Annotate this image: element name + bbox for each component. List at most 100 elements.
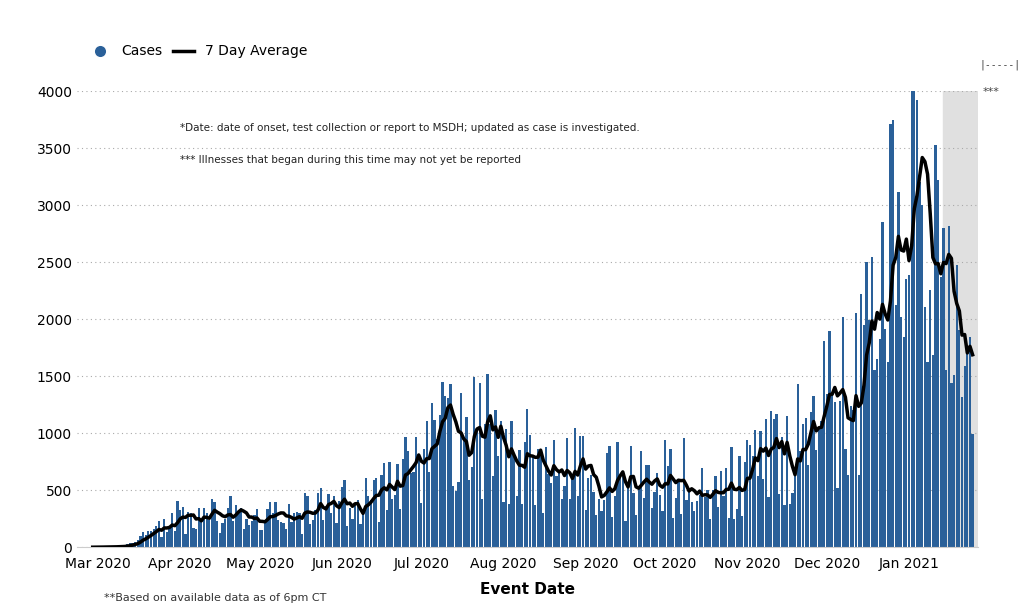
Bar — [788, 504, 791, 547]
Bar — [521, 504, 523, 547]
Bar — [476, 430, 478, 547]
Bar — [492, 475, 494, 547]
Bar — [595, 515, 597, 547]
Bar — [961, 397, 964, 547]
Bar — [852, 410, 854, 547]
Bar — [256, 509, 258, 547]
Bar — [219, 533, 221, 547]
Bar — [651, 508, 653, 547]
Bar — [895, 305, 897, 547]
Bar — [757, 476, 759, 547]
Bar — [243, 529, 245, 547]
Bar — [720, 471, 722, 547]
Bar — [431, 402, 433, 547]
Bar — [500, 421, 502, 547]
Bar — [139, 536, 141, 547]
Bar — [566, 438, 568, 547]
Bar — [945, 370, 947, 547]
Bar — [184, 534, 186, 547]
Bar — [283, 523, 285, 547]
Bar — [958, 330, 961, 547]
Bar — [728, 518, 730, 547]
Bar — [468, 480, 470, 547]
Bar — [383, 463, 385, 547]
Bar — [932, 355, 934, 547]
Bar — [478, 383, 481, 547]
Text: *Date: date of onset, test collection or report to MSDH; updated as case is inve: *Date: date of onset, test collection or… — [180, 123, 640, 133]
Bar — [181, 506, 184, 547]
Bar — [622, 472, 624, 547]
Bar — [701, 468, 703, 547]
Bar — [778, 494, 780, 547]
Bar — [947, 226, 950, 547]
Bar — [927, 362, 929, 547]
Bar — [725, 468, 727, 547]
Bar — [441, 382, 443, 547]
Bar — [648, 465, 650, 547]
Bar — [415, 437, 417, 547]
Bar — [815, 449, 817, 547]
Bar — [535, 505, 537, 547]
Bar — [246, 519, 248, 547]
Bar — [156, 527, 158, 547]
Bar — [166, 531, 168, 547]
Bar — [436, 439, 438, 547]
Bar — [365, 478, 367, 547]
Bar — [882, 223, 884, 547]
Bar — [964, 367, 966, 547]
Bar — [423, 449, 425, 547]
Bar — [142, 532, 144, 547]
Bar — [812, 396, 815, 547]
Bar — [489, 424, 492, 547]
Bar — [640, 451, 642, 547]
Bar — [675, 498, 677, 547]
Bar — [452, 486, 455, 547]
Bar — [208, 520, 211, 547]
Bar — [211, 499, 213, 547]
Legend: Cases, 7 Day Average: Cases, 7 Day Average — [84, 39, 313, 64]
Bar — [309, 524, 311, 547]
Bar — [865, 262, 867, 547]
Bar — [955, 265, 957, 547]
Bar — [168, 527, 171, 547]
Bar — [590, 475, 592, 547]
Bar — [834, 402, 836, 547]
Bar — [195, 528, 198, 547]
Bar — [722, 496, 725, 547]
Bar — [797, 384, 799, 547]
Bar — [632, 493, 635, 547]
Bar — [746, 440, 749, 547]
Bar — [805, 418, 807, 547]
Bar — [709, 519, 712, 547]
Bar — [198, 508, 200, 547]
Bar — [518, 450, 520, 547]
Bar — [463, 439, 465, 547]
Bar — [354, 505, 356, 547]
Bar — [503, 502, 505, 547]
Bar — [937, 180, 939, 547]
Bar — [473, 378, 475, 547]
Bar — [153, 529, 155, 547]
Bar — [698, 495, 700, 547]
Bar — [603, 500, 605, 547]
Bar — [752, 456, 754, 547]
Bar — [216, 520, 218, 547]
Bar — [857, 475, 860, 547]
Bar — [942, 228, 944, 547]
Bar — [844, 449, 847, 547]
Bar — [749, 445, 752, 547]
Bar — [683, 438, 685, 547]
Bar — [238, 512, 240, 547]
Bar — [158, 521, 160, 547]
Bar — [136, 541, 139, 547]
Bar — [333, 496, 335, 547]
Bar — [839, 401, 842, 547]
Bar — [288, 505, 290, 547]
Bar — [828, 331, 830, 547]
Bar — [735, 510, 738, 547]
Bar — [450, 384, 452, 547]
Bar — [285, 529, 288, 547]
Bar — [278, 520, 280, 547]
Bar — [258, 530, 261, 547]
Bar — [820, 421, 822, 547]
